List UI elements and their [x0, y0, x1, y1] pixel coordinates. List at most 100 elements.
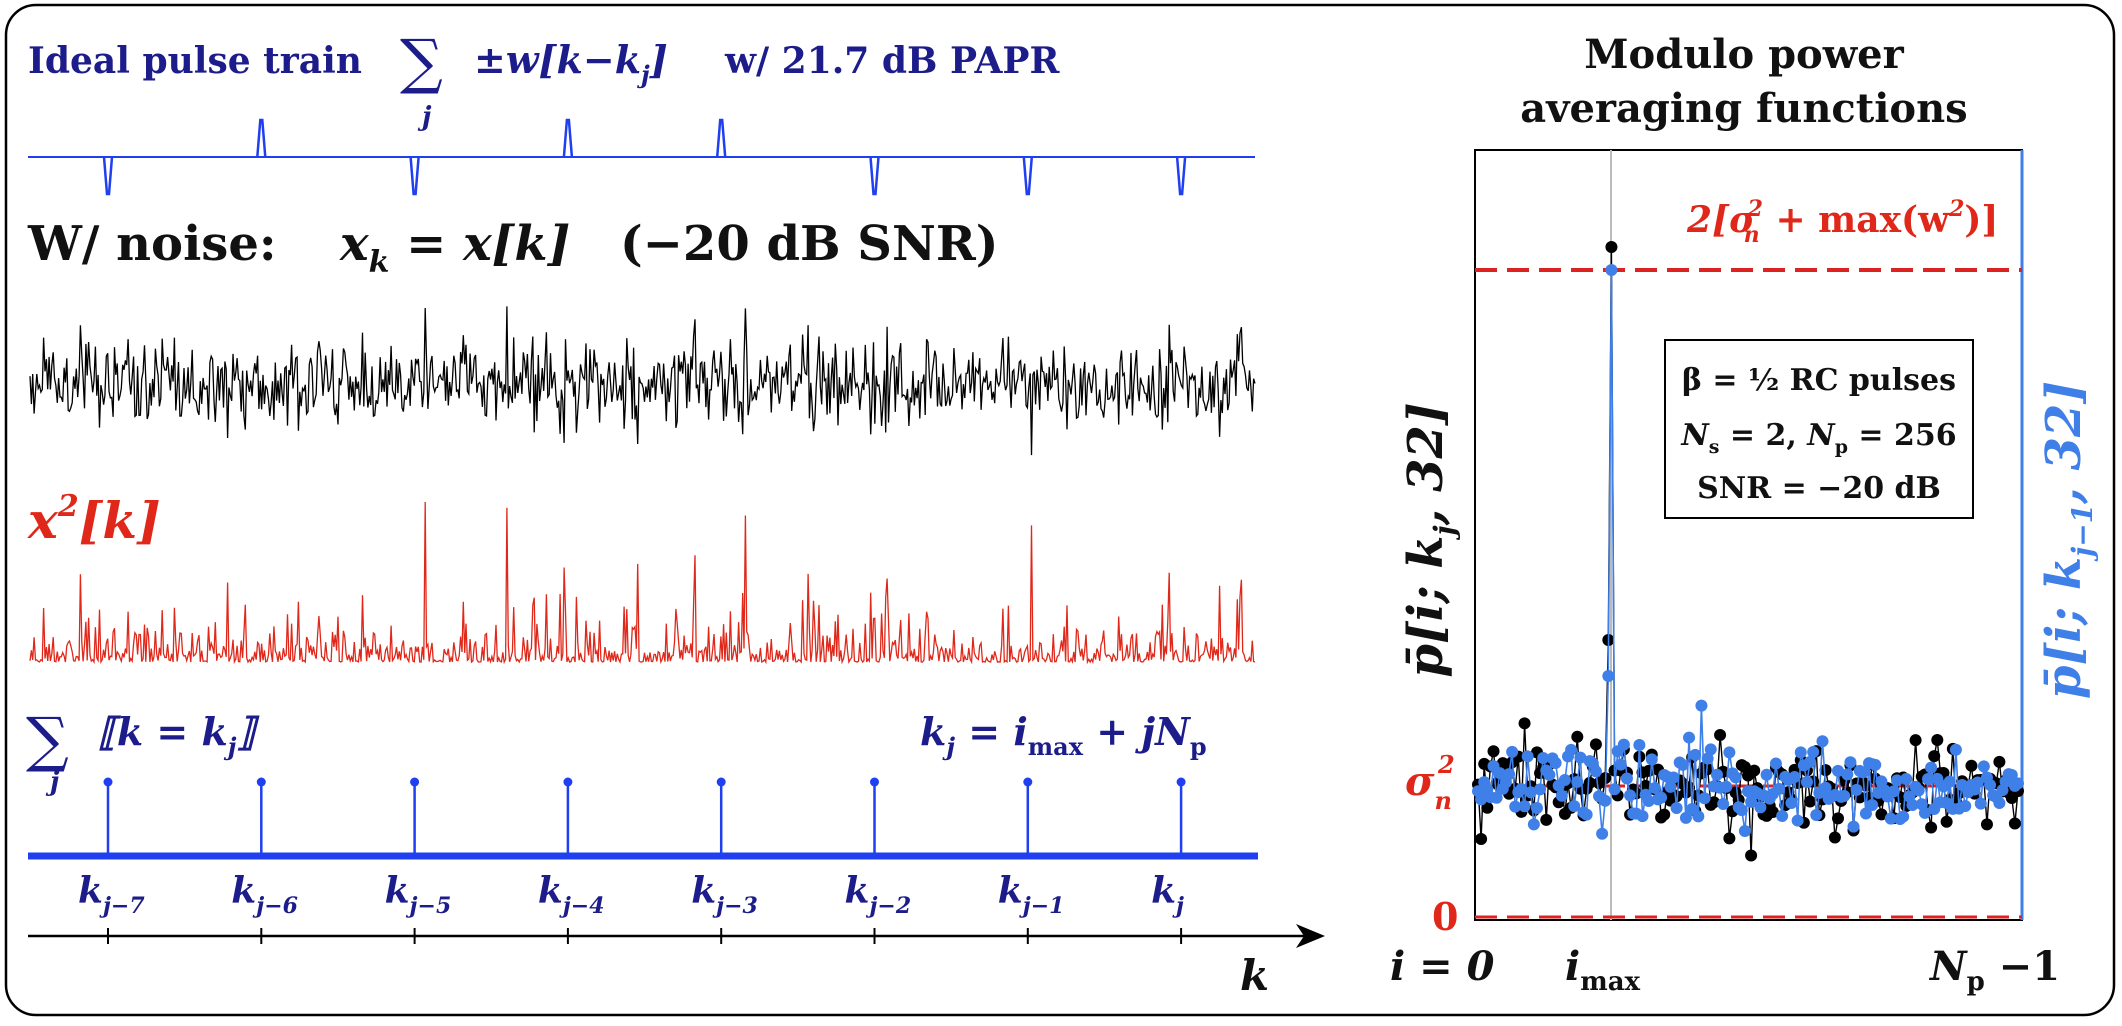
tick-main: k — [538, 870, 563, 912]
point-kj1 — [1971, 776, 1984, 789]
k-axis-ticks — [107, 928, 1183, 944]
tick-sub: j−1 — [1019, 893, 1065, 919]
snr-label: (−20 dB SNR) — [620, 216, 998, 272]
point-kj1 — [1704, 743, 1717, 756]
squared-rest: [k] — [79, 491, 161, 550]
point-kj1 — [1692, 810, 1705, 823]
peak-reference-label: 2[σn2 + max(w2)] — [1686, 196, 1998, 248]
point-kj — [1875, 808, 1888, 821]
point-kj — [1639, 779, 1652, 792]
point-kj1 — [1807, 746, 1820, 759]
tick-main: k — [1151, 870, 1176, 912]
tick-label: kj−6 — [231, 870, 298, 919]
sigma-sup: 2 — [1437, 750, 1455, 779]
indicator-sum-symbol: ∑ — [26, 705, 69, 775]
tick-sub: j−7 — [99, 893, 145, 919]
point-kj1 — [1838, 790, 1851, 803]
tick-main: k — [845, 870, 870, 912]
info-np-rest: = 256 — [1848, 418, 1957, 453]
point-kj1 — [1679, 811, 1692, 824]
point-kj1 — [1667, 771, 1680, 784]
point-kj1 — [1800, 775, 1813, 788]
tick-main: k — [78, 870, 103, 912]
kj-definition: kj = imax + jNp — [920, 709, 1207, 761]
point-kj1 — [1890, 774, 1903, 787]
tick-sub: j−3 — [712, 893, 758, 919]
point-kj1 — [1683, 731, 1696, 744]
point-kj1 — [1524, 786, 1537, 799]
point-kj1 — [1769, 757, 1782, 770]
point-kj — [1980, 818, 1993, 831]
tick-sub: j−6 — [252, 893, 298, 919]
y-right-sub: j−1 — [2066, 504, 2099, 562]
kj-def-tail: + jN — [1083, 709, 1191, 754]
info-np: N — [1806, 418, 1836, 453]
y-right-label: p̄[i; kj−1, 32] — [2036, 381, 2099, 699]
series-kj1-points — [1472, 264, 2024, 840]
peak-ref-sub: n — [1744, 222, 1760, 248]
kj-def-p: p — [1190, 732, 1207, 761]
point-kj1 — [1506, 745, 1519, 758]
point-kj1 — [1866, 799, 1879, 812]
point-kj1 — [1596, 827, 1609, 840]
point-kj1 — [1518, 800, 1531, 813]
tick-label: kj−3 — [691, 870, 758, 919]
noisy-signal — [29, 306, 1256, 456]
point-kj1 — [1832, 764, 1844, 777]
tick-label: kj−5 — [385, 870, 452, 919]
pulse-sum-symbol: ∑ — [400, 27, 443, 97]
point-kj1 — [1906, 799, 1919, 812]
point-kj1 — [1580, 808, 1593, 821]
point-kj1 — [1475, 793, 1488, 806]
pulse — [715, 118, 727, 158]
noise-label: W/ noise: — [27, 216, 277, 272]
point-kj1 — [1847, 820, 1860, 833]
kj-def-max: max — [1028, 732, 1084, 761]
right-title-line2: averaging functions — [1520, 85, 1967, 132]
stem-head — [1023, 777, 1033, 787]
point-kj1 — [1589, 765, 1602, 778]
stem-head — [103, 777, 113, 787]
y-right-main: p̄[i; k — [2036, 557, 2092, 699]
tick-label: kj−2 — [845, 870, 912, 919]
x-end-main: N — [1928, 943, 1968, 990]
point-kj1 — [1565, 743, 1578, 756]
x-end-label: Np −1 — [1928, 943, 2060, 997]
point-kj1 — [1850, 783, 1863, 796]
info-ns-sub: s — [1709, 436, 1720, 458]
point-kj1 — [1884, 812, 1897, 825]
point-kj1 — [1974, 797, 1987, 810]
indicator-formula: ⟦k = kj⟧ — [98, 709, 260, 761]
point-kj1 — [1735, 804, 1748, 817]
point-kj1 — [1776, 809, 1789, 822]
point-kj1 — [1788, 771, 1801, 784]
point-kj — [1723, 832, 1736, 845]
tick-label: kj−7 — [78, 870, 145, 919]
point-kj1 — [1791, 814, 1804, 827]
x-imax-main: i — [1565, 943, 1580, 990]
sigma-sub: n — [1435, 786, 1452, 815]
point-kj1 — [1670, 801, 1683, 814]
point-kj — [1658, 808, 1671, 821]
info-line1: β = ½ RC pulses — [1682, 363, 1956, 398]
point-kj1 — [1530, 801, 1543, 814]
point-kj1 — [1537, 752, 1550, 765]
pulse — [1022, 156, 1034, 196]
pulse-train-label: Ideal pulse train — [28, 40, 362, 82]
pulse-formula-close: ] — [649, 37, 668, 82]
point-kj1 — [1897, 810, 1910, 823]
point-kj1 — [2012, 777, 2024, 790]
k-axis-arrow — [1296, 924, 1325, 948]
noise-formula-sub: k — [369, 245, 390, 280]
point-kj — [1832, 812, 1844, 825]
info-box — [1664, 339, 1974, 519]
pulse — [562, 118, 574, 158]
pulse — [1175, 156, 1187, 196]
point-kj1 — [1602, 670, 1615, 682]
point-kj — [2008, 817, 2021, 830]
point-kj — [1828, 831, 1841, 844]
pulse-formula-sub: j — [637, 60, 650, 89]
point-kj1 — [1804, 755, 1817, 768]
point-kj — [1925, 821, 1938, 834]
point-kj — [1589, 738, 1602, 751]
